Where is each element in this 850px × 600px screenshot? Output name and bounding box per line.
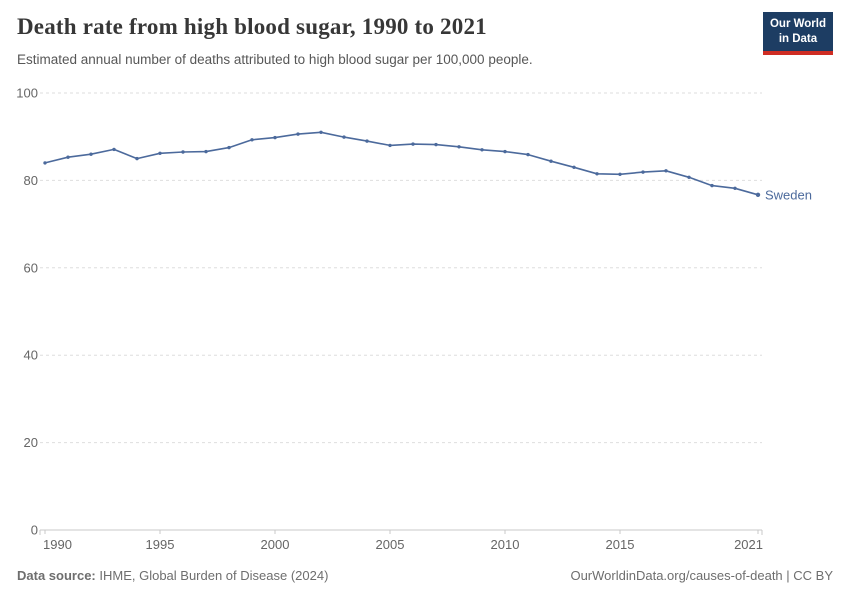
data-line[interactable] (44, 131, 759, 196)
data-point[interactable] (43, 161, 47, 165)
chart-subtitle: Estimated annual number of deaths attrib… (17, 52, 533, 67)
data-point[interactable] (434, 142, 438, 147)
x-axis-tick-label: 1990 (43, 537, 72, 552)
data-point[interactable] (319, 130, 323, 134)
data-point[interactable] (181, 150, 185, 154)
data-point[interactable] (227, 145, 231, 150)
data-point[interactable] (135, 156, 139, 161)
gridlines: 0 20 40 60 80 100 (16, 86, 762, 538)
data-point[interactable] (595, 172, 599, 176)
data-source-text: IHME, Global Burden of Disease (2024) (95, 568, 329, 583)
x-axis-tick-label: 2010 (491, 537, 520, 552)
data-point[interactable] (89, 152, 93, 156)
data-source-note: Data source: IHME, Global Burden of Dise… (17, 568, 328, 583)
owid-logo-line1: Our World (769, 18, 826, 30)
x-axis-tick-label: 1995 (146, 537, 175, 552)
data-point[interactable] (411, 142, 415, 146)
data-point[interactable] (204, 149, 208, 154)
y-axis-tick-label: 20 (24, 435, 38, 450)
x-axis: 1990 1995 2000 2005 2010 2015 2021 (39, 529, 763, 552)
data-source-label: Data source: (17, 568, 96, 583)
data-point[interactable] (618, 172, 622, 176)
data-point[interactable] (273, 135, 277, 140)
data-point[interactable] (457, 145, 461, 149)
y-axis-tick-label: 80 (24, 173, 38, 188)
chart-title: Death rate from high blood sugar, 1990 t… (17, 14, 487, 39)
data-point[interactable] (755, 192, 761, 197)
data-point[interactable] (158, 151, 162, 155)
x-axis-tick-label: 2005 (376, 537, 405, 552)
data-point[interactable] (342, 135, 346, 139)
data-point[interactable] (664, 169, 668, 173)
data-point[interactable] (250, 138, 254, 142)
data-point[interactable] (388, 143, 392, 148)
data-point[interactable] (687, 175, 691, 179)
y-axis-tick-label: 40 (24, 348, 38, 363)
credit-link[interactable]: OurWorldinData.org/causes-of-death | CC … (570, 568, 833, 583)
owid-logo[interactable]: Our World in Data (762, 12, 833, 55)
y-axis-tick-label: 100 (16, 86, 38, 101)
data-point[interactable] (641, 170, 645, 174)
data-point[interactable] (112, 147, 116, 152)
data-point[interactable] (66, 155, 70, 159)
data-point[interactable] (572, 165, 576, 169)
data-point[interactable] (503, 149, 507, 154)
x-axis-tick-label: 2021 (734, 537, 763, 552)
series-end-label[interactable]: Sweden (765, 187, 812, 202)
data-point[interactable] (526, 152, 530, 157)
series-sweden[interactable]: Sweden (43, 130, 812, 203)
y-axis-tick-label: 0 (31, 523, 38, 538)
data-point[interactable] (710, 183, 714, 188)
data-point[interactable] (296, 132, 300, 136)
x-axis-tick-label: 2000 (261, 537, 290, 552)
data-point[interactable] (733, 186, 737, 190)
data-point[interactable] (549, 159, 553, 163)
data-point[interactable] (365, 139, 369, 143)
data-point[interactable] (480, 148, 484, 152)
x-axis-tick-label: 2015 (606, 537, 635, 552)
owid-logo-line2: in Data (778, 32, 818, 45)
y-axis-tick-label: 60 (24, 260, 38, 275)
